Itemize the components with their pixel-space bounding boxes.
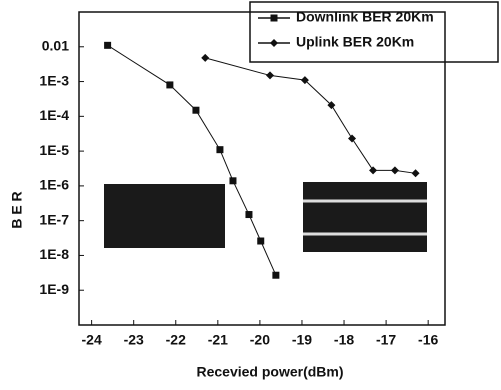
x-axis-title: Recevied power(dBm) <box>196 364 343 380</box>
chart: Recevied power(dBm) B E R -24 -23 -22 -21 -2… <box>0 0 501 390</box>
y-tick-label: 1E-6 <box>39 177 69 193</box>
x-tick-label: -22 <box>166 332 186 348</box>
series-line <box>205 58 415 173</box>
data-marker <box>271 15 278 22</box>
x-tick-label: -20 <box>250 332 270 348</box>
eye-diagram-inset <box>104 184 225 248</box>
data-marker <box>192 107 199 114</box>
eye-diagram-inset <box>303 182 427 252</box>
y-tick-label: 1E-9 <box>39 281 69 297</box>
y-tick-label: 1E-4 <box>39 107 69 123</box>
data-marker <box>229 177 236 184</box>
data-marker <box>412 169 420 177</box>
y-tick-label: 1E-7 <box>39 211 69 227</box>
data-marker <box>201 54 209 62</box>
data-marker <box>216 146 223 153</box>
x-tick-label: -16 <box>418 332 438 348</box>
data-marker <box>257 238 264 245</box>
data-marker <box>104 42 111 49</box>
legend-label: Downlink BER 20Km <box>296 9 434 25</box>
x-tick-label: -24 <box>82 332 102 348</box>
x-tick-label: -23 <box>124 332 144 348</box>
x-tick-label: -17 <box>376 332 396 348</box>
legend-label: Uplink BER 20Km <box>296 34 414 50</box>
data-marker <box>166 81 173 88</box>
y-tick-label: 0.01 <box>42 37 69 53</box>
y-axis-title: B E R <box>9 191 25 228</box>
data-marker <box>272 272 279 279</box>
x-tick-label: -18 <box>334 332 354 348</box>
data-marker <box>266 71 274 79</box>
x-tick-label: -21 <box>208 332 228 348</box>
y-tick-label: 1E-8 <box>39 246 69 262</box>
y-tick-label: 1E-3 <box>39 72 69 88</box>
data-marker <box>391 166 399 174</box>
data-marker <box>245 211 252 218</box>
x-tick-label: -19 <box>292 332 312 348</box>
data-marker <box>369 166 377 174</box>
data-marker <box>348 135 356 143</box>
y-tick-label: 1E-5 <box>39 142 69 158</box>
